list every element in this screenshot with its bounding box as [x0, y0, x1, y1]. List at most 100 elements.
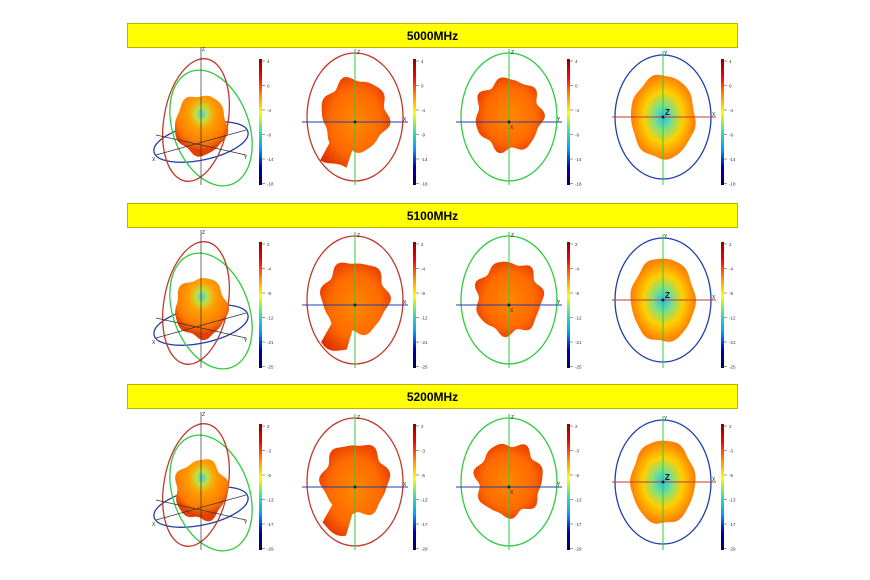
colorbar-tick-label: -21: [575, 340, 582, 345]
colorbar-tick-label: 0: [729, 84, 732, 89]
panel-xz-view: Z X 4 0 -4 -9 -14 -18: [300, 45, 450, 190]
origin-dot: [353, 303, 357, 307]
x-axis: [155, 494, 247, 521]
radiation-pattern: [175, 95, 229, 157]
colorbar-tick-label: -4: [267, 267, 271, 272]
origin-dot: [661, 480, 665, 484]
colorbar-tick-label: -9: [421, 133, 425, 138]
freq-label: 5100MHz: [406, 208, 459, 223]
axis-label-y: Y: [244, 338, 248, 344]
colorbar-tick-label: 4: [421, 59, 424, 64]
colorbar: [721, 242, 724, 368]
colorbar-tick-label: -4: [729, 267, 733, 272]
axis-label-y: Y: [664, 234, 668, 240]
colorbar-tick-label: 4: [575, 59, 578, 64]
panel-3d-view: Z X Y 2 -3 -6 -13 -17 -29: [146, 410, 296, 555]
axis-label-y: Y: [244, 520, 248, 526]
origin-dot: [661, 298, 665, 302]
colorbar-tick-label: -6: [421, 473, 425, 478]
pattern-plot: Z Y X 2 -3 -6 -13 -17 -29: [612, 416, 736, 552]
colorbar-tick-label: -17: [575, 522, 582, 527]
colorbar-tick-label: 4: [267, 59, 270, 64]
pattern-plot: Z X Y 2 -3 -6 -13 -17 -29: [152, 412, 274, 552]
freq-label: 5200MHz: [406, 389, 459, 404]
radiation-pattern: [175, 459, 229, 522]
pattern-plot: Z Y X 4 0 -4 -9 -14 -18: [612, 51, 736, 187]
colorbar: [259, 242, 262, 368]
colorbar: [413, 59, 416, 185]
colorbar-tick-label: -13: [575, 498, 582, 503]
colorbar-tick-label: -12: [421, 316, 428, 321]
colorbar-tick-label: 2: [267, 424, 270, 429]
axis-label-y: Y: [557, 482, 561, 488]
freq-band-5200: 5200MHz: [127, 384, 738, 409]
pattern-row-5000: Z X Y 4 0 -4 -9 -14 -18 Z X 4 0 -4 -9 -14 -18 Z Y X 4 0 -4 -9 -1…: [0, 45, 870, 190]
colorbar: [721, 424, 724, 550]
colorbar-tick-label: -6: [575, 473, 579, 478]
colorbar-tick-label: -9: [575, 133, 579, 138]
axis-label-x: X: [712, 295, 716, 301]
colorbar-tick-label: -12: [267, 316, 274, 321]
colorbar-tick-label: -25: [575, 365, 582, 370]
origin-dot: [353, 485, 357, 489]
axis-label-x: X: [712, 477, 716, 483]
axis-label-z: Z: [357, 233, 360, 239]
colorbar-tick-label: -12: [575, 316, 582, 321]
axis-label-z: Z: [202, 47, 205, 53]
axis-label-x: X: [510, 490, 514, 496]
panel-xz-view: Z X 2 -4 -9 -12 -21 -25: [300, 228, 450, 373]
origin-dot: [507, 485, 511, 489]
axis-label-z: Z: [511, 50, 514, 56]
colorbar-tick-label: -4: [421, 267, 425, 272]
axis-label-x: X: [152, 340, 156, 346]
colorbar-tick-label: -3: [267, 449, 271, 454]
axis-label-x: X: [403, 482, 407, 488]
colorbar-tick-label: -25: [729, 365, 736, 370]
pattern-plot: Z Y X 2 -3 -6 -13 -17 -29: [456, 414, 582, 552]
colorbar-tick-label: 0: [267, 84, 270, 89]
axis-label-x: X: [510, 308, 514, 314]
green-circle: [169, 69, 253, 187]
colorbar-tick-label: -6: [729, 473, 733, 478]
panel-3d-view: Z X Y 2 -4 -9 -12 -21 -25: [146, 228, 296, 373]
freq-band-5000: 5000MHz: [127, 23, 738, 48]
colorbar-tick-label: 2: [729, 424, 732, 429]
colorbar-tick-label: -14: [729, 157, 736, 162]
colorbar-tick-label: -13: [729, 498, 736, 503]
axis-label-z: Z: [665, 108, 670, 117]
axis-label-z: Z: [202, 230, 205, 236]
green-circle: [169, 434, 253, 552]
colorbar-tick-label: -14: [267, 157, 274, 162]
colorbar-tick-label: -9: [729, 133, 733, 138]
colorbar-tick-label: -4: [267, 108, 271, 113]
axis-label-y: Y: [664, 51, 668, 57]
colorbar-tick-label: -29: [267, 547, 274, 552]
colorbar-tick-label: -25: [421, 365, 428, 370]
colorbar: [413, 424, 416, 550]
colorbar-tick-label: -4: [729, 108, 733, 113]
colorbar-tick-label: -4: [575, 108, 579, 113]
colorbar-tick-label: -17: [421, 522, 428, 527]
radiation-pattern: [475, 77, 545, 154]
pattern-plot: Z X 2 -3 -6 -13 -17 -29: [302, 414, 428, 552]
axis-label-y: Y: [664, 416, 668, 422]
panel-xy-view: Z Y X 2 -4 -9 -12 -21 -25: [608, 228, 758, 373]
axis-label-y: Y: [557, 117, 561, 123]
colorbar-tick-label: -12: [729, 316, 736, 321]
pattern-plot: Z X 2 -4 -9 -12 -21 -25: [302, 232, 428, 370]
colorbar-tick-label: -9: [267, 291, 271, 296]
colorbar-tick-label: 2: [729, 242, 732, 247]
colorbar-tick-label: -29: [729, 547, 736, 552]
colorbar-tick-label: -9: [267, 133, 271, 138]
colorbar-tick-label: 2: [421, 242, 424, 247]
colorbar: [259, 424, 262, 550]
axis-label-y: Y: [244, 155, 248, 161]
axis-label-x: X: [712, 112, 716, 118]
colorbar-tick-label: 2: [575, 424, 578, 429]
axis-label-z: Z: [665, 473, 670, 482]
colorbar-tick-label: 2: [267, 242, 270, 247]
colorbar: [259, 59, 262, 185]
colorbar-tick-label: 4: [729, 59, 732, 64]
colorbar-tick-label: -18: [575, 182, 582, 187]
colorbar: [567, 59, 570, 185]
